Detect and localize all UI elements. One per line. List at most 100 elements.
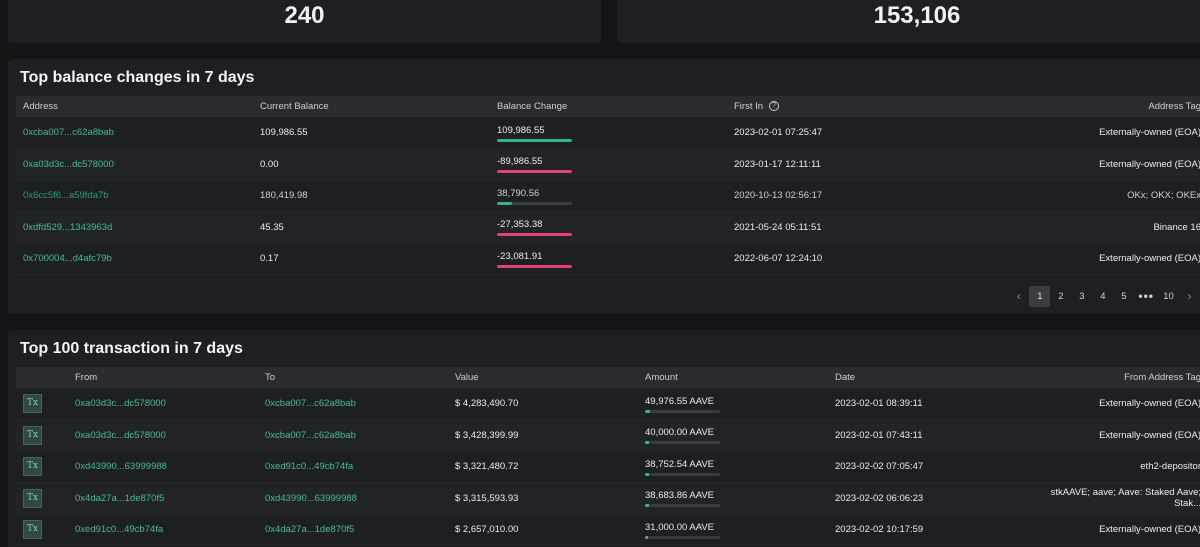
- table-header-row: Address Current Balance Balance Change F…: [16, 96, 1200, 117]
- balance-table: Address Current Balance Balance Change F…: [16, 96, 1200, 275]
- col-type: [16, 367, 68, 388]
- first-in: 2021-05-24 05:11:51: [727, 211, 964, 244]
- table-row: Tx 0xa03d3c...dc578000 0xcba007...c62a8bab…: [16, 419, 1200, 452]
- col-value: Value: [448, 367, 638, 388]
- from-address-link[interactable]: 0xa03d3c...dc578000: [68, 419, 258, 452]
- tx-type: Tx: [16, 451, 68, 483]
- first-in: 2020-10-13 02:56:17: [727, 180, 964, 212]
- address-link[interactable]: 0xdfd529...1343963d: [16, 211, 253, 244]
- tx-type: Tx: [16, 482, 68, 515]
- col-address: Address: [16, 96, 253, 117]
- from-address-tag: Externally-owned (EOA): [1018, 514, 1200, 546]
- balance-change: 109,986.55: [490, 117, 727, 149]
- table-row: Tx 0xd43990...63999988 0xed91c0...49cb74fa…: [16, 451, 1200, 483]
- info-icon[interactable]: ?: [769, 101, 780, 112]
- prev-page-icon[interactable]: ‹: [1016, 289, 1021, 303]
- address-link[interactable]: 0x6cc5f6...a59fda7b: [16, 180, 253, 212]
- tx-amount-bar: [645, 441, 720, 445]
- current-balance: 0.17: [253, 243, 490, 275]
- to-address-link[interactable]: 0xd43990...63999988: [258, 482, 448, 515]
- tx-amount-value: 31,000.00 AAVE: [645, 521, 715, 533]
- col-to: To: [258, 367, 448, 388]
- page-2-button[interactable]: 2: [1058, 290, 1064, 302]
- balance-change-bar-fill: [497, 264, 572, 268]
- balance-change-bar-fill: [497, 170, 572, 174]
- from-address-link[interactable]: 0xa03d3c...dc578000: [68, 388, 258, 420]
- to-address-link[interactable]: 0x4da27a...1de870f5: [258, 514, 448, 546]
- address-tag: Externally-owned (EOA): [964, 243, 1200, 275]
- balance-change-value: 38,790.56: [497, 187, 540, 199]
- tx-amount: 38,752.54 AAVE: [638, 451, 828, 483]
- table-row: 0xa03d3c...dc578000 0.00 -89,986.55 2023-01…: [16, 148, 1200, 181]
- tx-amount-value: 49,976.55 AAVE: [645, 395, 715, 407]
- address-tag: Externally-owned (EOA): [964, 148, 1200, 181]
- balance-change: 38,790.56: [490, 180, 727, 212]
- tx-amount-value: 38,752.54 AAVE: [645, 458, 715, 470]
- more-pages-icon[interactable]: •••: [1138, 289, 1154, 303]
- table-row: 0xdfd529...1343963d 45.35 -27,353.38 2021-0…: [16, 211, 1200, 244]
- stat-card-2: 153,106: [617, 0, 1200, 43]
- tx-value: $ 3,321,480.72: [448, 451, 638, 483]
- address-link[interactable]: 0x700004...d4afc79b: [16, 243, 253, 275]
- transactions-table: From To Value Amount Date From Address T…: [16, 367, 1200, 546]
- current-balance: 45.35: [253, 211, 490, 244]
- tx-amount-bar: [645, 409, 720, 413]
- tx-amount-bar: [645, 535, 720, 539]
- tx-amount-bar-fill: [645, 504, 649, 508]
- tx-value: $ 4,283,490.70: [448, 388, 638, 420]
- from-address-tag: eth2-depositor: [1018, 451, 1200, 483]
- balance-change-value: 109,986.55: [497, 124, 545, 136]
- to-address-link[interactable]: 0xcba007...c62a8bab: [258, 388, 448, 420]
- tx-date: 2023-02-02 06:06:23: [828, 482, 1018, 515]
- first-in: 2022-06-07 12:24:10: [727, 243, 964, 275]
- balance-change-bar-fill: [497, 201, 512, 205]
- first-in: 2023-01-17 12:11:11: [727, 148, 964, 181]
- balance-change: -23,081.91: [490, 243, 727, 275]
- address-link[interactable]: 0xcba007...c62a8bab: [16, 117, 253, 149]
- from-address-tag: Externally-owned (EOA): [1018, 388, 1200, 420]
- next-page-icon[interactable]: ›: [1187, 289, 1192, 303]
- balance-change-bar: [497, 138, 572, 142]
- to-address-link[interactable]: 0xcba007...c62a8bab: [258, 419, 448, 452]
- tx-amount-value: 38,683.86 AAVE: [645, 490, 715, 502]
- first-in: 2023-02-01 07:25:47: [727, 117, 964, 149]
- to-address-link[interactable]: 0xed91c0...49cb74fa: [258, 451, 448, 483]
- page-1-button[interactable]: 1: [1029, 285, 1051, 307]
- tx-date: 2023-02-01 07:43:11: [828, 419, 1018, 452]
- tx-date: 2023-02-01 08:39:11: [828, 388, 1018, 420]
- col-amount: Amount: [638, 367, 828, 388]
- tx-badge-icon[interactable]: Tx: [23, 425, 42, 445]
- col-from: From: [68, 367, 258, 388]
- address-link[interactable]: 0xa03d3c...dc578000: [16, 148, 253, 181]
- col-date: Date: [828, 367, 1018, 388]
- tx-badge-icon[interactable]: Tx: [23, 457, 42, 477]
- table-header-row: From To Value Amount Date From Address T…: [16, 367, 1200, 388]
- balance-change-value: -89,986.55: [497, 156, 543, 168]
- transactions-panel: Top 100 transaction in 7 days From To Va…: [8, 330, 1200, 547]
- balance-change-bar: [497, 233, 572, 237]
- panel-title: Top balance changes in 7 days: [20, 69, 255, 86]
- from-address-link[interactable]: 0x4da27a...1de870f5: [68, 482, 258, 515]
- balance-changes-panel: Top balance changes in 7 days Address Cu…: [8, 59, 1200, 314]
- pagination: ‹ 1 2 3 4 5 ••• 10 ›: [1008, 284, 1200, 308]
- current-balance: 0.00: [253, 148, 490, 181]
- tx-amount-bar: [645, 472, 720, 476]
- address-tag: OKx; OKX; OKEx: [964, 180, 1200, 212]
- page-5-button[interactable]: 5: [1121, 290, 1127, 302]
- address-tag: Binance 16: [964, 211, 1200, 244]
- stat-card-1: 240: [8, 0, 601, 43]
- balance-change-bar: [497, 264, 572, 268]
- page-3-button[interactable]: 3: [1079, 290, 1085, 302]
- from-address-link[interactable]: 0xed91c0...49cb74fa: [68, 514, 258, 546]
- tx-amount: 40,000.00 AAVE: [638, 419, 828, 452]
- balance-change-value: -23,081.91: [497, 250, 543, 262]
- tx-badge-icon[interactable]: Tx: [23, 394, 42, 413]
- tx-type: Tx: [16, 388, 68, 420]
- tx-badge-icon[interactable]: Tx: [23, 488, 42, 508]
- tx-badge-icon[interactable]: Tx: [23, 520, 42, 540]
- tx-date: 2023-02-02 10:17:59: [828, 514, 1018, 546]
- page-4-button[interactable]: 4: [1100, 290, 1106, 302]
- col-first-in: First In?: [727, 96, 964, 117]
- page-10-button[interactable]: 10: [1163, 290, 1174, 302]
- from-address-link[interactable]: 0xd43990...63999988: [68, 451, 258, 483]
